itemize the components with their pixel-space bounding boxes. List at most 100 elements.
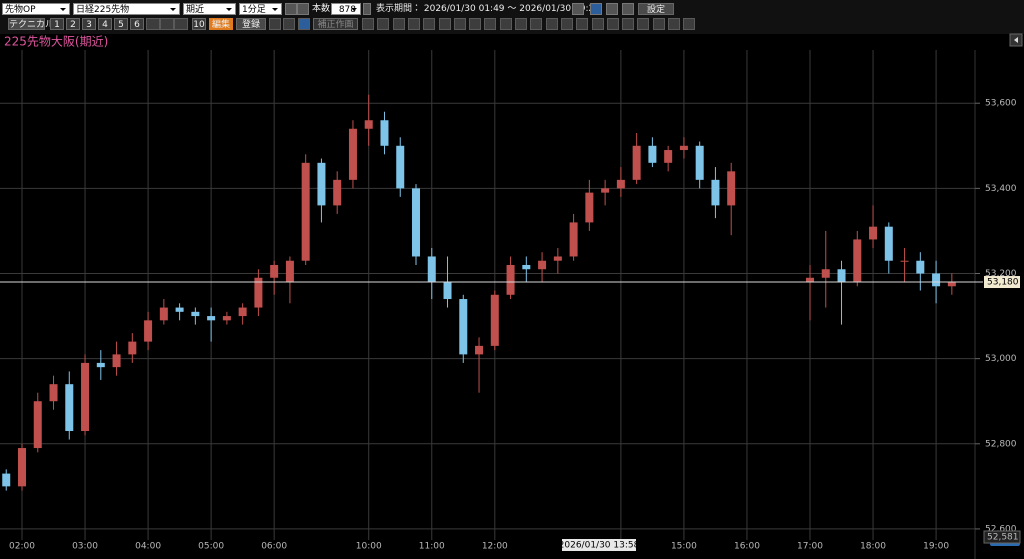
candle-body xyxy=(727,171,735,205)
drawing-tool-icon[interactable] xyxy=(500,18,512,30)
prev-button[interactable] xyxy=(285,3,297,15)
x-tick-label: 10:00 xyxy=(356,542,382,552)
x-tick-label: 06:00 xyxy=(261,542,287,552)
x-tick-label: 05:00 xyxy=(198,542,224,552)
slot-button[interactable]: 2 xyxy=(66,18,80,30)
export-button[interactable] xyxy=(622,3,634,15)
slot-button[interactable]: 5 xyxy=(114,18,128,30)
candle-body xyxy=(853,239,861,282)
x-tick-label: 17:00 xyxy=(797,542,823,552)
y-tick-label: 53,400 xyxy=(985,184,1017,194)
drawing-tool-icon[interactable] xyxy=(515,18,527,30)
drawing-tool-icon[interactable] xyxy=(668,18,680,30)
draw-button[interactable] xyxy=(590,3,602,15)
drawing-tool-icon[interactable] xyxy=(362,18,374,30)
settings-button[interactable]: 設定 xyxy=(638,3,674,15)
drawing-tool-icon[interactable] xyxy=(454,18,466,30)
candle-body xyxy=(207,316,215,320)
drawing-tool-icon[interactable] xyxy=(439,18,451,30)
candle-body xyxy=(176,308,184,312)
next-button[interactable] xyxy=(297,3,309,15)
reset-button[interactable] xyxy=(572,3,584,15)
drawing-tool-icon[interactable] xyxy=(469,18,481,30)
candle-body xyxy=(585,193,593,223)
instrument-select[interactable]: 日経225先物 xyxy=(73,3,180,15)
register-button[interactable]: 登録 xyxy=(236,18,266,30)
drawing-tool-icon[interactable] xyxy=(607,18,619,30)
candle-body xyxy=(554,256,562,260)
slot-button[interactable]: 6 xyxy=(130,18,144,30)
drawing-tool-icon[interactable] xyxy=(622,18,634,30)
candle-body xyxy=(144,320,152,341)
drawing-tool-icon[interactable] xyxy=(393,18,405,30)
candle-body xyxy=(459,299,467,354)
drawing-tool-icon[interactable] xyxy=(377,18,389,30)
candle-body xyxy=(239,308,247,317)
bottom-price-label: 52,581 xyxy=(987,533,1019,543)
print-button[interactable] xyxy=(606,3,618,15)
candle-body xyxy=(34,401,42,448)
tool-button[interactable] xyxy=(283,18,295,30)
drawing-tool-icon[interactable] xyxy=(408,18,420,30)
drawing-tool-icon[interactable] xyxy=(561,18,573,30)
x-tick-label: 16:00 xyxy=(734,542,760,552)
y-tick-label: 53,000 xyxy=(985,354,1017,364)
slot-button[interactable]: 1 xyxy=(50,18,64,30)
add-button[interactable] xyxy=(298,18,310,30)
slot-button[interactable]: 10 xyxy=(192,18,206,30)
candle-body xyxy=(664,150,672,163)
drawing-tool-icon[interactable] xyxy=(484,18,496,30)
x-tick-label: 11:00 xyxy=(419,542,445,552)
drawing-tool-icon[interactable] xyxy=(637,18,649,30)
candle-body xyxy=(333,180,341,206)
drawing-tool-icon[interactable] xyxy=(546,18,558,30)
slot-button[interactable] xyxy=(160,18,174,30)
edit-button[interactable]: 編集 xyxy=(209,18,233,30)
slot-button[interactable]: 3 xyxy=(82,18,96,30)
x-tick-label: 18:00 xyxy=(860,542,886,552)
zoom-button[interactable] xyxy=(269,18,281,30)
x-tick-label: 15:00 xyxy=(671,542,697,552)
candle-body xyxy=(633,146,641,180)
candle-body xyxy=(932,274,940,287)
drawing-tool-icon[interactable] xyxy=(683,18,695,30)
candle-body xyxy=(648,146,656,163)
drawing-tool-icon[interactable] xyxy=(592,18,604,30)
candle-body xyxy=(680,146,688,150)
chart-title: 225先物大阪(期近) xyxy=(4,35,108,49)
slot-button[interactable] xyxy=(174,18,188,30)
bars-input[interactable]: 878 xyxy=(331,3,361,15)
candle-body xyxy=(50,384,58,401)
period-text: 表示期間： 2026/01/30 01:49 ～ 2026/01/30 19:2… xyxy=(376,3,600,15)
slot-button[interactable]: 4 xyxy=(98,18,112,30)
candle-body xyxy=(570,222,578,256)
candle-body xyxy=(128,342,136,355)
interval-select[interactable]: 1分足 xyxy=(239,3,282,15)
candle-body xyxy=(223,316,231,320)
candle-body xyxy=(412,188,420,256)
technical-button[interactable]: テクニカル xyxy=(8,18,45,30)
drawing-tool-icon[interactable] xyxy=(576,18,588,30)
candle-body xyxy=(869,227,877,240)
drawing-tool-icon[interactable] xyxy=(653,18,665,30)
drawing-tool-icon[interactable] xyxy=(530,18,542,30)
drawing-button[interactable]: 補正作画 xyxy=(313,18,358,30)
slot-button[interactable] xyxy=(146,18,160,30)
market-select[interactable]: 先物OP xyxy=(2,3,70,15)
contract-select[interactable]: 期近 xyxy=(183,3,236,15)
candle-body xyxy=(113,354,121,367)
drawing-tool-icon[interactable] xyxy=(423,18,435,30)
candle-body xyxy=(822,269,830,278)
candle-body xyxy=(380,120,388,146)
candle-body xyxy=(444,282,452,299)
candle-body xyxy=(475,346,483,355)
candle-body xyxy=(302,163,310,261)
candle-body xyxy=(270,265,278,278)
candle-body xyxy=(538,261,546,270)
candle-body xyxy=(507,265,515,295)
x-tick-label: 12:00 xyxy=(482,542,508,552)
x-tick-label: 04:00 xyxy=(135,542,161,552)
bars-spin[interactable] xyxy=(363,3,371,15)
